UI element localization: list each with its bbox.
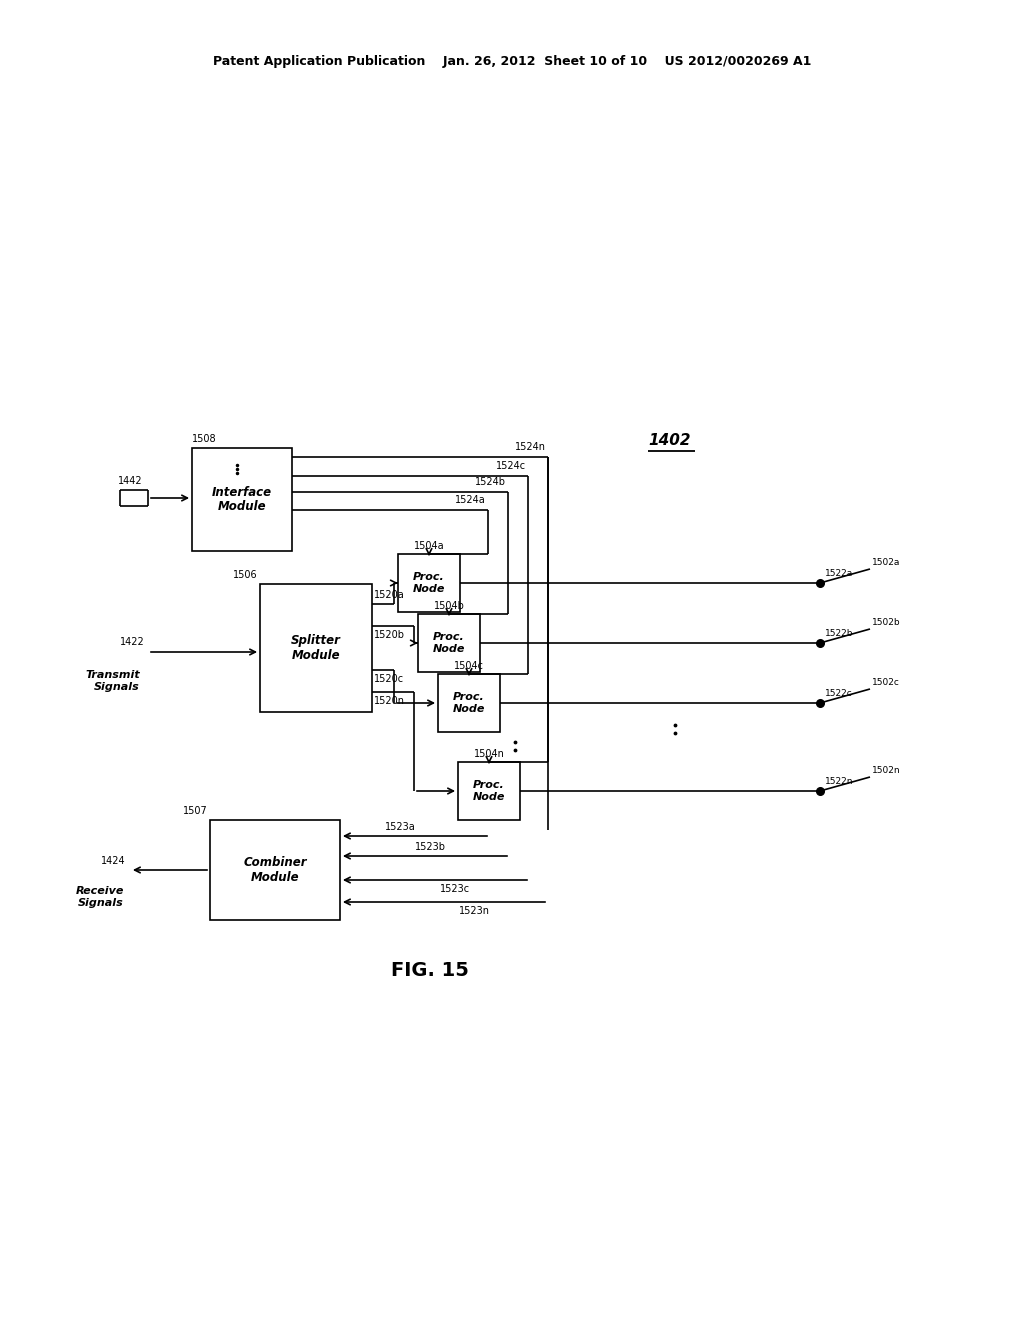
- Text: Patent Application Publication    Jan. 26, 2012  Sheet 10 of 10    US 2012/00202: Patent Application Publication Jan. 26, …: [213, 55, 811, 69]
- Text: 1523n: 1523n: [459, 906, 489, 916]
- Text: 1520a: 1520a: [374, 590, 404, 601]
- Text: 1522a: 1522a: [825, 569, 853, 578]
- Text: 1524n: 1524n: [515, 442, 546, 451]
- Text: 1524c: 1524c: [496, 461, 526, 471]
- Text: 1522b: 1522b: [825, 630, 853, 638]
- Text: Combiner
Module: Combiner Module: [244, 855, 307, 884]
- Text: 1523c: 1523c: [440, 884, 470, 894]
- Text: 1523a: 1523a: [385, 822, 416, 832]
- Text: Transmit
Signals: Transmit Signals: [85, 671, 140, 692]
- Text: 1442: 1442: [118, 477, 142, 486]
- Text: 1504b: 1504b: [433, 601, 465, 611]
- Text: Receive
Signals: Receive Signals: [76, 886, 124, 908]
- Text: Interface
Module: Interface Module: [212, 486, 272, 513]
- Bar: [438, 675, 500, 733]
- Bar: [418, 614, 480, 672]
- Text: 1402: 1402: [648, 433, 690, 447]
- Text: Proc.
Node: Proc. Node: [433, 632, 465, 653]
- Text: 1502b: 1502b: [872, 618, 901, 627]
- Text: 1502a: 1502a: [872, 558, 900, 568]
- Text: 1523b: 1523b: [415, 842, 445, 851]
- Text: 1502n: 1502n: [872, 766, 901, 775]
- Text: 1508: 1508: [193, 434, 217, 444]
- Text: Proc.
Node: Proc. Node: [453, 692, 485, 714]
- Text: Proc.
Node: Proc. Node: [413, 572, 445, 594]
- Bar: [210, 820, 340, 920]
- Text: 1524b: 1524b: [475, 477, 506, 487]
- Text: 1522n: 1522n: [825, 777, 853, 785]
- Text: 1524a: 1524a: [456, 495, 486, 506]
- Text: 1520n: 1520n: [374, 696, 406, 706]
- Text: Proc.
Node: Proc. Node: [473, 780, 505, 801]
- Text: 1520c: 1520c: [374, 675, 404, 684]
- Text: 1422: 1422: [120, 638, 145, 647]
- Text: 1520b: 1520b: [374, 630, 406, 640]
- Bar: [260, 583, 372, 711]
- Text: 1502c: 1502c: [872, 678, 900, 686]
- Bar: [193, 447, 292, 550]
- Text: 1506: 1506: [233, 570, 258, 579]
- Text: 1522c: 1522c: [825, 689, 853, 698]
- Text: 1504a: 1504a: [414, 541, 444, 550]
- Text: 1504n: 1504n: [473, 748, 505, 759]
- Text: 1504c: 1504c: [454, 661, 484, 671]
- Text: FIG. 15: FIG. 15: [391, 961, 469, 979]
- Bar: [398, 554, 460, 612]
- Text: 1507: 1507: [183, 807, 208, 816]
- Bar: [458, 762, 520, 820]
- Text: 1424: 1424: [101, 855, 126, 866]
- Text: Splitter
Module: Splitter Module: [291, 634, 341, 663]
